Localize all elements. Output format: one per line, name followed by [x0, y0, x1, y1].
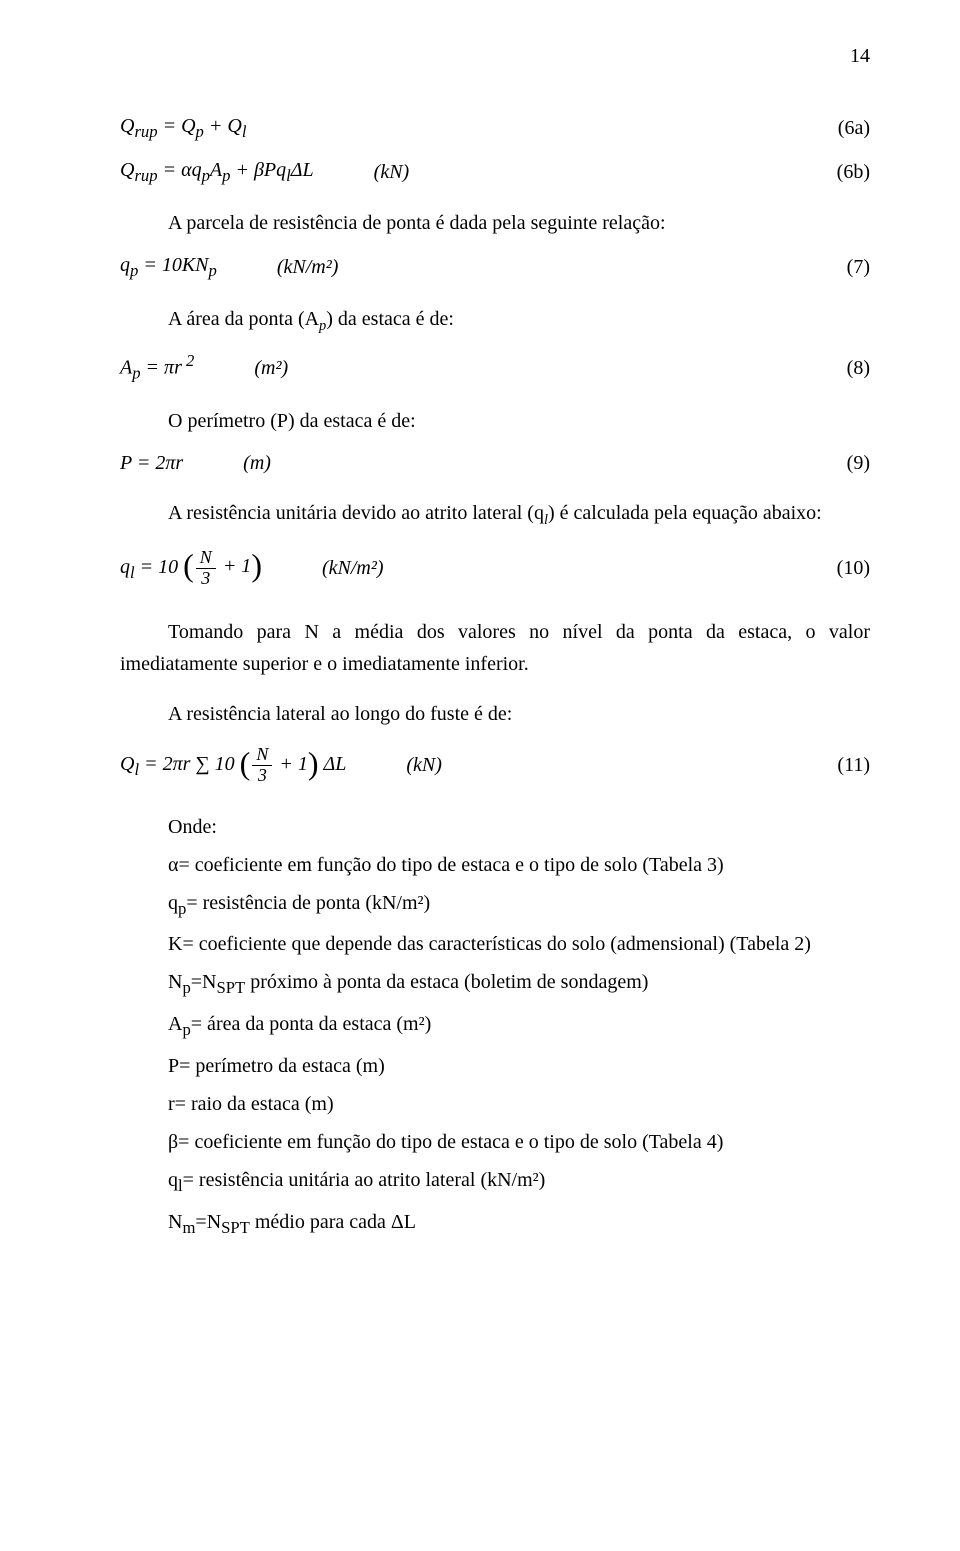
equation-7: qp = 10KNp (kN/m²) (7) — [120, 249, 870, 285]
para-6: A resistência lateral ao longo do fuste … — [120, 698, 870, 730]
eq9-expr: P = 2πr — [120, 447, 183, 479]
eq10-unit: (kN/m²) — [322, 552, 384, 584]
page: 14 Qrup = Qp + Ql (6a) Qrup = αqpAp + βP… — [0, 0, 960, 1551]
para-1: A parcela de resistência de ponta é dada… — [120, 207, 870, 239]
equation-6a: Qrup = Qp + Ql (6a) — [120, 110, 870, 146]
onde-item: β= coeficiente em função do tipo de esta… — [120, 1126, 870, 1158]
eq9-num: (9) — [847, 447, 870, 479]
eq6a-expr: Qrup = Qp + Ql — [120, 110, 246, 146]
eq8-expr: Ap = πr 2 — [120, 348, 194, 387]
equation-11: Ql = 2πr ∑ 10 (N3 + 1) ΔL (kN) (11) — [120, 740, 870, 791]
eq11-unit: (kN) — [406, 749, 442, 781]
onde-block: Onde: α= coeficiente em função do tipo d… — [120, 811, 870, 1241]
eq11-expr: Ql = 2πr ∑ 10 (N3 + 1) ΔL — [120, 740, 346, 791]
onde-item: K= coeficiente que depende das caracterí… — [120, 928, 870, 960]
onde-item: qp= resistência de ponta (kN/m²) — [120, 887, 870, 923]
eq11-num: (11) — [837, 749, 870, 781]
eq8-unit: (m²) — [254, 352, 288, 384]
equation-9: P = 2πr (m) (9) — [120, 447, 870, 479]
onde-item: ql= resistência unitária ao atrito later… — [120, 1164, 870, 1200]
eq6a-num: (6a) — [838, 112, 870, 144]
equation-10: ql = 10 (N3 + 1) (kN/m²) (10) — [120, 542, 870, 593]
para4-post: ) é calculada pela equação abaixo: — [548, 502, 822, 524]
eq10-num: (10) — [837, 552, 870, 584]
onde-item: Nm=NSPT médio para cada ΔL — [120, 1206, 870, 1242]
eq8-num: (8) — [847, 352, 870, 384]
equation-8: Ap = πr 2 (m²) (8) — [120, 348, 870, 387]
onde-item: P= perímetro da estaca (m) — [120, 1050, 870, 1082]
eq6b-expr: Qrup = αqpAp + βPqlΔL — [120, 154, 314, 190]
content: Qrup = Qp + Ql (6a) Qrup = αqpAp + βPqlΔ… — [120, 110, 870, 1241]
onde-label: Onde: — [120, 811, 870, 843]
eq7-unit: (kN/m²) — [277, 251, 339, 283]
para2-post: ) da estaca é de: — [326, 308, 454, 330]
eq6b-unit: (kN) — [374, 156, 410, 188]
eq7-num: (7) — [847, 251, 870, 283]
eq9-unit: (m) — [243, 447, 271, 479]
page-number: 14 — [850, 40, 870, 72]
onde-item: r= raio da estaca (m) — [120, 1088, 870, 1120]
para-3: O perímetro (P) da estaca é de: — [120, 405, 870, 437]
para-4: A resistência unitária devido ao atrito … — [120, 497, 870, 532]
eq7-expr: qp = 10KNp — [120, 249, 217, 285]
onde-item: Np=NSPT próximo à ponta da estaca (bolet… — [120, 966, 870, 1002]
equation-6b: Qrup = αqpAp + βPqlΔL (kN) (6b) — [120, 154, 870, 190]
para-5: Tomando para N a média dos valores no ní… — [120, 616, 870, 680]
eq10-expr: ql = 10 (N3 + 1) — [120, 542, 262, 593]
para-2: A área da ponta (Ap) da estaca é de: — [120, 303, 870, 338]
onde-item: Ap= área da ponta da estaca (m²) — [120, 1008, 870, 1044]
para4-pre: A resistência unitária devido ao atrito … — [168, 502, 544, 524]
para2-pre: A área da ponta (A — [168, 308, 319, 330]
onde-item: α= coeficiente em função do tipo de esta… — [120, 849, 870, 881]
eq6b-num: (6b) — [837, 156, 870, 188]
